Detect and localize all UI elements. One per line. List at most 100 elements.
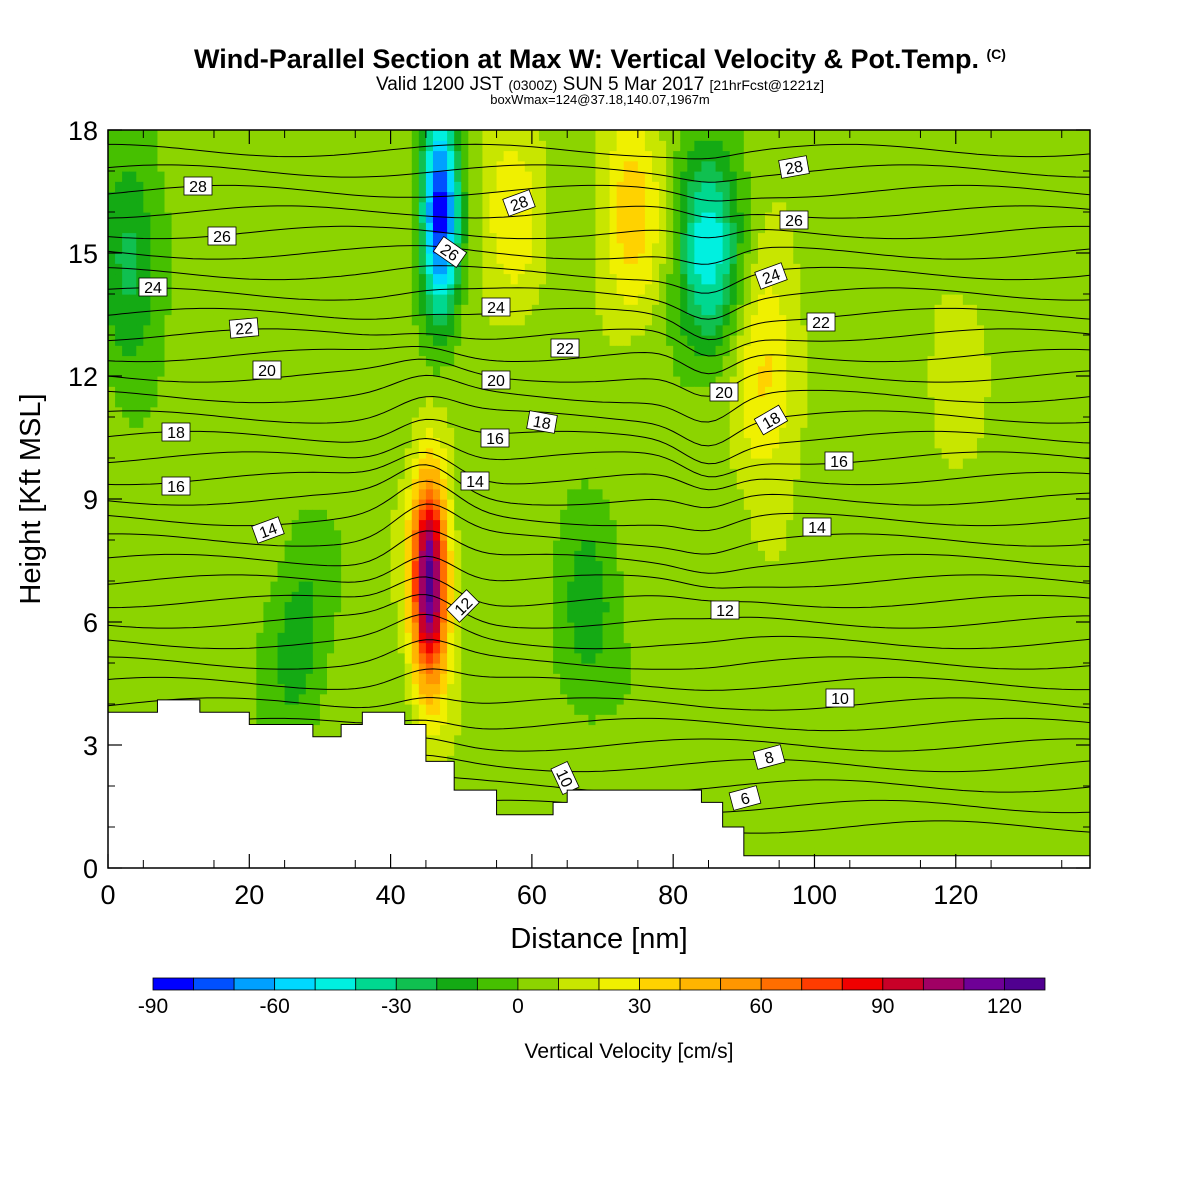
w-cell: [108, 529, 116, 541]
w-cell: [312, 160, 321, 172]
w-cell: [256, 652, 265, 664]
w-cell: [185, 242, 194, 254]
w-cell: [369, 622, 378, 633]
w-cell: [411, 386, 420, 398]
w-cell: [468, 745, 476, 756]
w-cell: [291, 458, 300, 469]
w-cell: [489, 570, 498, 582]
w-cell: [129, 201, 137, 213]
w-cell: [312, 222, 321, 234]
w-cell: [468, 663, 476, 674]
w-cell: [546, 755, 554, 767]
w-cell: [270, 324, 279, 336]
w-cell: [150, 355, 159, 367]
w-cell: [122, 130, 130, 141]
w-cell: [319, 673, 328, 685]
w-cell: [376, 396, 385, 408]
w-cell: [524, 642, 533, 654]
w-cell: [164, 345, 173, 357]
w-cell: [418, 673, 427, 685]
w-cell: [588, 130, 597, 141]
w-cell: [574, 437, 582, 449]
w-cell: [228, 488, 236, 500]
w-cell: [355, 181, 363, 193]
w-cell: [171, 570, 180, 582]
w-cell: [178, 540, 187, 551]
w-cell: [334, 663, 342, 674]
w-cell: [567, 447, 575, 459]
w-cell: [440, 663, 448, 674]
w-cell: [242, 335, 250, 346]
w-cell: [503, 447, 512, 459]
w-cell: [489, 171, 498, 182]
w-cell: [404, 550, 413, 562]
w-cell: [581, 560, 590, 572]
w-cell: [574, 304, 582, 316]
w-cell: [143, 324, 151, 336]
w-cell: [588, 222, 597, 234]
w-cell: [425, 478, 434, 490]
w-cell: [454, 714, 462, 726]
w-cell: [327, 499, 335, 510]
w-cell: [524, 396, 533, 408]
w-cell: [581, 160, 590, 172]
w-cell: [404, 212, 413, 223]
w-cell: [270, 550, 279, 562]
w-cell: [348, 437, 356, 449]
w-cell: [447, 652, 455, 664]
w-cell: [503, 396, 512, 408]
w-cell: [447, 570, 455, 582]
w-cell: [129, 642, 137, 654]
w-cell: [517, 232, 526, 244]
w-cell: [108, 253, 116, 264]
w-cell: [461, 622, 469, 633]
w-cell: [567, 560, 575, 572]
w-cell: [185, 150, 194, 162]
w-cell: [157, 540, 166, 551]
w-cell: [115, 253, 123, 264]
w-cell: [136, 181, 144, 193]
w-cell: [531, 570, 540, 582]
w-cell: [560, 191, 568, 203]
w-cell: [489, 693, 498, 705]
w-cell: [362, 140, 370, 152]
w-cell: [355, 130, 363, 141]
w-cell: [256, 386, 265, 398]
w-cell: [411, 632, 420, 644]
w-cell: [270, 642, 279, 654]
w-cell: [171, 509, 180, 521]
w-cell: [143, 417, 151, 428]
w-cell: [369, 570, 378, 582]
w-cell: [150, 345, 159, 357]
w-cell: [369, 355, 378, 367]
w-cell: [327, 622, 335, 633]
w-cell: [213, 171, 222, 182]
w-cell: [546, 550, 554, 562]
w-cell: [206, 335, 215, 346]
w-cell: [284, 365, 293, 377]
w-cell: [185, 468, 194, 480]
w-cell: [164, 632, 173, 644]
w-cell: [291, 673, 300, 685]
w-cell: [312, 519, 321, 531]
w-cell: [284, 201, 293, 213]
w-cell: [475, 622, 484, 633]
w-cell: [546, 714, 554, 726]
w-cell: [213, 314, 222, 326]
w-cell: [199, 386, 208, 398]
w-cell: [581, 222, 590, 234]
w-cell: [312, 693, 321, 705]
w-cell: [341, 458, 349, 469]
w-cell: [362, 335, 370, 346]
w-cell: [291, 130, 300, 141]
w-cell: [546, 632, 554, 644]
w-cell: [199, 273, 208, 285]
w-cell: [192, 683, 201, 695]
w-cell: [305, 242, 314, 254]
w-cell: [546, 406, 554, 418]
w-cell: [122, 704, 130, 715]
w-cell: [397, 683, 406, 695]
w-cell: [228, 273, 236, 285]
w-cell: [390, 160, 399, 172]
w-cell: [235, 386, 243, 398]
